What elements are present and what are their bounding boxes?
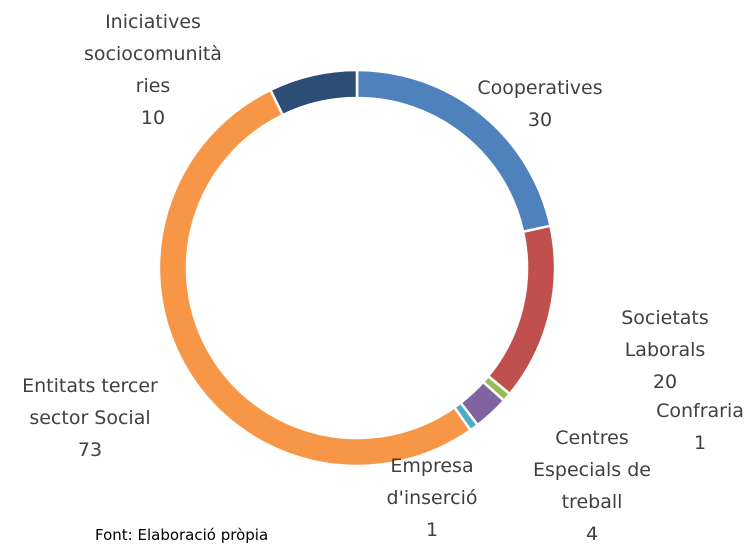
data-label: Iniciatives sociocomunitàries 10: [83, 6, 223, 134]
value-label: 10: [140, 107, 166, 129]
value-label: 73: [77, 439, 103, 461]
category-label: Iniciatives sociocomunitàries: [84, 11, 222, 97]
donut-segment: [486, 224, 557, 396]
data-label: Entitats tercer sector Social 73: [3, 370, 178, 466]
value-label: 20: [652, 371, 678, 393]
category-label: Empresa d'inserció: [386, 455, 478, 509]
data-label: Societats Laborals 20: [610, 302, 720, 398]
value-label: 30: [527, 109, 553, 131]
donut-segment: [157, 88, 473, 468]
category-label: Cooperatives: [477, 77, 603, 99]
data-label: Centres Especials de treball 4: [532, 422, 652, 550]
category-label: Societats Laborals: [621, 307, 709, 361]
data-label: Empresa d'inserció 1: [382, 450, 482, 546]
data-label: Confraria 1: [645, 395, 755, 459]
value-label: 4: [585, 523, 599, 545]
category-label: Entitats tercer sector Social: [22, 375, 158, 429]
value-label: 1: [693, 432, 707, 454]
source-note: Font: Elaboració pròpia: [95, 526, 269, 544]
value-label: 1: [425, 519, 439, 541]
category-label: Confraria: [656, 400, 744, 422]
category-label: Centres Especials de treball: [533, 427, 651, 513]
data-label: Cooperatives 30: [470, 72, 610, 136]
donut-segment: [268, 68, 359, 117]
